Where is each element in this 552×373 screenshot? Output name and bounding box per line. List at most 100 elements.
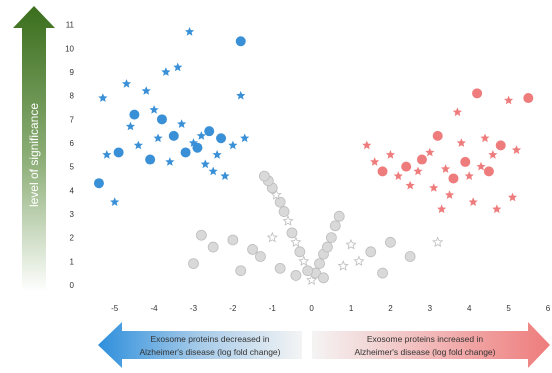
increased-point [413,166,423,176]
decreased-point [200,159,210,169]
decreased-point [212,150,222,159]
not_significant-point [274,196,286,208]
decreased-point [204,126,215,137]
decreased-point [220,171,230,180]
increased-point [370,157,380,166]
decreased-point [235,36,246,47]
x-tick-label: -2 [229,304,237,313]
increased-point [377,166,388,177]
increased-point [460,156,471,167]
not_significant-point [298,255,310,266]
increased-point [464,171,474,180]
y-tick-label: 1 [70,257,75,266]
not_significant-point [294,246,306,258]
decreased-points [93,27,250,206]
not_significant-point [290,270,302,281]
not_significant-point [318,272,329,284]
increased-point [504,95,514,105]
y-tick-label: 3 [70,210,75,219]
not_significant-point [404,251,416,262]
increased-point [429,183,439,192]
not_significant-point [266,231,278,243]
y-tick-label: 2 [70,234,75,243]
not_significant-point [302,265,314,277]
decreased-point [153,133,163,143]
decreased-point [113,147,124,158]
decreased-point [168,130,179,141]
decreased-point [98,93,108,102]
decreased-point [110,197,120,206]
decreased-point [121,79,132,88]
not_significant-point [345,238,357,250]
increased-points [362,88,534,214]
y-tick-label: 8 [70,92,75,101]
increased-point [468,197,478,206]
increased-point [472,88,483,99]
increased-point [480,133,490,143]
increased-point [483,166,494,177]
decreased-point [165,157,175,166]
increased-point [362,140,372,150]
increased-point [452,107,462,117]
increased-point [495,140,506,151]
increased-point [445,190,455,199]
significance-arrow [13,6,55,292]
decreased-point [180,147,191,158]
not_significant-point [282,215,294,226]
increased-point [448,173,459,184]
not_significant-point [306,274,318,285]
decreased-banner-line-2: Alzheimer's disease (log fold change) [139,347,280,357]
not_significant-point [385,236,396,248]
not_significant-point [432,236,444,248]
increased-point [523,93,534,104]
decreased-point [129,109,140,120]
increased-point [405,180,415,190]
y-tick-label: 0 [70,281,75,290]
increased-banner-line-1: Exosome proteins increased in [367,334,484,344]
decreased-point [173,62,183,72]
y-tick-label: 10 [65,44,74,53]
increased-point [401,161,412,172]
not_significant-point [286,227,298,239]
increased-point [385,150,395,159]
x-tick-label: 3 [428,304,433,313]
not_significant-point [227,234,239,246]
x-tick-label: 2 [388,304,393,313]
increased-point [393,171,403,180]
x-tick-label: -3 [190,304,198,313]
decreased-point [228,140,238,150]
y-axis-title: level of significance [27,103,41,207]
increased-point [432,130,443,141]
x-tick-label: 4 [467,304,472,313]
x-tick-labels: -5 -4 -3 -2 -1 0 1 2 3 4 5 6 [111,304,551,313]
not_significant-point [325,232,337,244]
increased-point [416,154,427,165]
decreased-point [196,131,206,140]
not_significant-point [365,246,377,258]
y-tick-label: 4 [70,186,75,195]
decreased-point [156,114,167,125]
x-tick-label: 5 [506,304,511,313]
decreased-point [145,154,156,165]
decreased-point [102,150,112,159]
decreased-point [208,166,218,176]
decreased-point [125,121,135,131]
decreased-point [236,90,246,100]
decreased-point [177,119,187,128]
not_significant-point [314,258,325,270]
decreased-banner-line-1: Exosome proteins decreased in [150,334,269,344]
y-tick-labels: 0 1 2 3 4 5 6 7 8 9 10 11 [65,21,74,290]
y-tick-label: 7 [70,115,75,124]
x-tick-label: 1 [349,304,354,313]
not_significant-point [258,170,270,182]
not-significant-points [188,170,444,285]
increased-banner-line-2: Alzheimer's disease (log fold change) [354,347,495,357]
increased-point [508,192,518,202]
not_significant-point [377,267,388,279]
x-tick-label: 0 [309,304,314,313]
not_significant-point [247,244,258,255]
not_significant-point [353,255,365,266]
decreased-point [133,140,143,150]
decreased-point [192,142,203,153]
x-tick-label: -4 [151,304,159,313]
